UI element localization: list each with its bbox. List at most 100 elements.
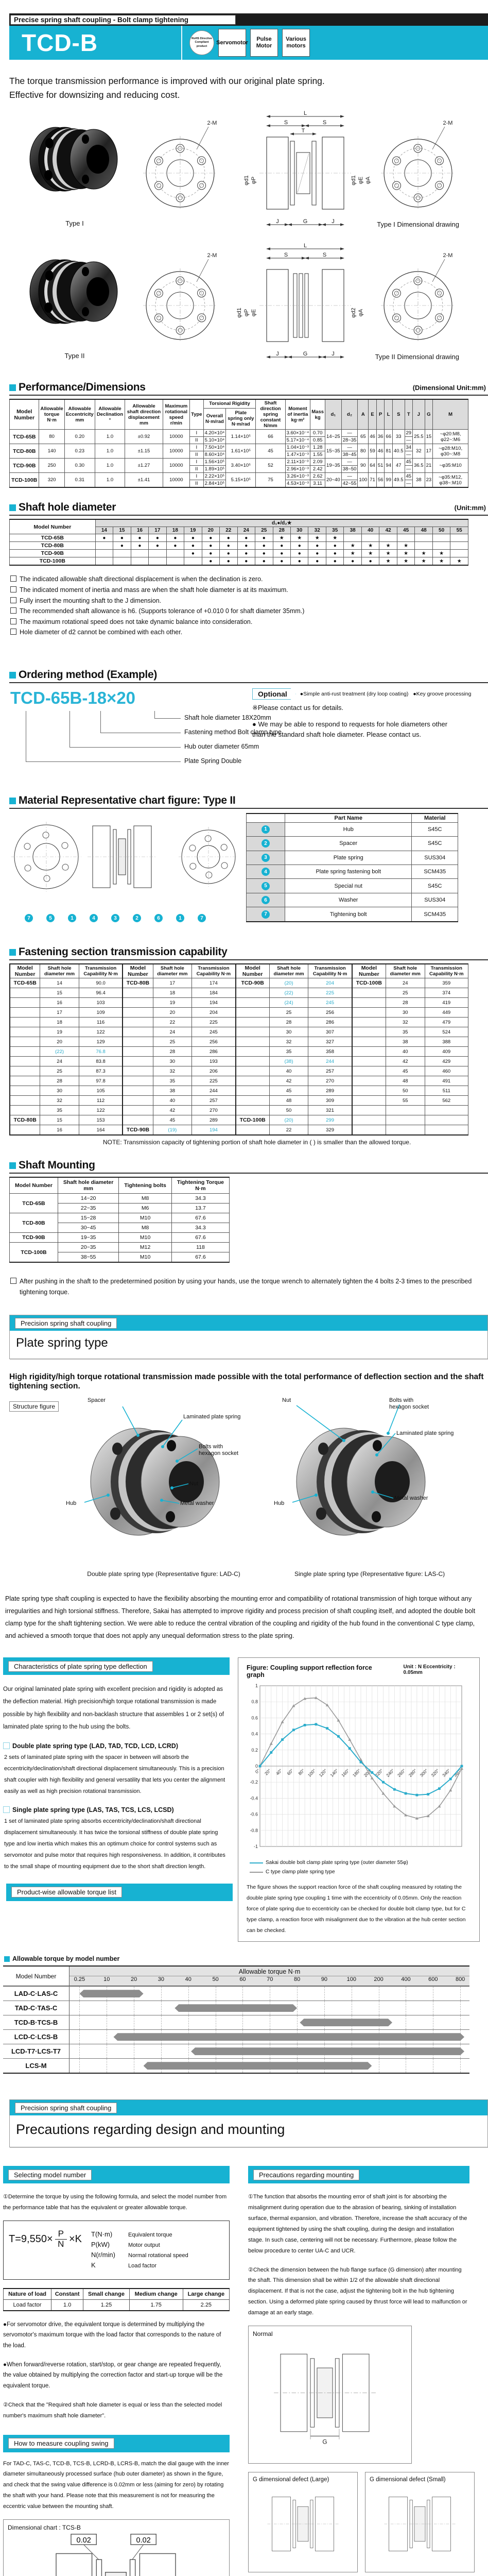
formula-def: T(N·m) Equivalent torque: [91, 2229, 188, 2240]
fastening-diameter-cell: 32: [40, 1095, 79, 1106]
fastening-capability-cell: 206: [191, 1066, 236, 1076]
d1-dot-cell: ●: [272, 541, 291, 550]
empty-cell: [130, 549, 149, 558]
torque-chart-row: TCD-B·TCS-B: [3, 2015, 469, 2030]
d2-star-cell: ★: [361, 549, 380, 558]
perf-cell: 2.84×10⁵: [203, 480, 226, 488]
d1-dot-cell: ●: [130, 541, 149, 550]
perf-cell: 1.04×10⁻³: [285, 444, 311, 452]
selecting-bullet1: ●For servomotor drive, the equivalent to…: [3, 2321, 221, 2349]
d1-dot-cell: ●: [255, 541, 273, 550]
perf-cell: 45: [404, 458, 413, 466]
badge-servomotor: Servomotor: [216, 29, 248, 57]
material-part-material: SUS304: [411, 850, 458, 865]
empty-cell: [361, 534, 380, 543]
note-item: The recommended shaft allowance is h6. (…: [10, 606, 488, 617]
perf-cell: 14~25: [325, 429, 342, 445]
ordering-callout-label: Shaft hole diameter 18X20mm: [184, 714, 271, 721]
svg-text:φP: φP: [251, 177, 257, 184]
fastening-diameter-cell: 28: [152, 1046, 193, 1057]
mounting-cell: M10: [118, 1213, 172, 1223]
load-col-header: Medium change: [129, 2288, 183, 2300]
perf-col-header: Maximum rotational speed r/min: [162, 399, 190, 430]
svg-text:280°: 280°: [408, 1768, 418, 1778]
fastening-model-cell: [9, 1086, 41, 1096]
grid-tick: [161, 2044, 162, 2059]
shaft-diameter-header: 14: [95, 527, 114, 535]
perf-cell: 100: [357, 472, 369, 488]
fastening-diameter-cell: 20: [40, 1037, 79, 1047]
tcs-chart-label: Dimensional chart : TCS-B: [8, 2523, 81, 2531]
load-factor-value: 1.25: [83, 2299, 130, 2311]
torque-row-label: LCD-C·LCS-B: [3, 2030, 69, 2044]
perf-cell: 45: [255, 444, 286, 459]
fastening-capability-cell: 359: [424, 978, 469, 988]
mounting-col-header: Shaft hole diameter mm: [57, 1177, 119, 1194]
precautions-box: Precision spring shaft coupling Precauti…: [9, 2099, 488, 2148]
heading-square-icon: [9, 797, 16, 804]
svg-text:J: J: [332, 218, 335, 225]
svg-text:J: J: [332, 351, 335, 357]
torque-row-track: [69, 2044, 469, 2059]
perf-col-header: Allowable shaft direction displacement m…: [125, 399, 163, 430]
shaft-diameter-header: 45: [396, 527, 415, 535]
perf-cell: 66: [384, 429, 393, 445]
fastening-model-cell: [351, 1086, 386, 1096]
svg-text:S: S: [323, 120, 326, 126]
perf-cell: ±1.15: [125, 444, 163, 459]
d2-star-cell: ★: [343, 549, 362, 558]
fastening-col-header: Shaft hole diameter mm: [40, 963, 79, 978]
torque-list-banner: Product-wise allowable torque list: [6, 1883, 233, 1901]
selecting-banner-label: Selecting model number: [8, 2169, 92, 2180]
ordering-options: Optional ●Simple anti-rust treatment (dr…: [252, 688, 471, 781]
fastening-col-header: Model Number: [235, 963, 270, 978]
svg-text:J: J: [276, 351, 279, 357]
fastening-capability-cell: 153: [78, 1115, 123, 1125]
fastening-model-cell: [9, 1066, 41, 1076]
perf-cell: 36.5: [412, 458, 425, 473]
legend-item: C type clamp plate spring type: [250, 1868, 475, 1877]
section-sketch-svg: 0.02 0.02: [56, 2534, 176, 2576]
shaft-hole-title: Shaft hole diameter: [19, 501, 116, 514]
d1-dot-cell: ●: [325, 549, 344, 558]
graph-units: Unit : N Eccentricity : 0.05mm: [404, 1664, 475, 1679]
normal-label: Normal: [253, 2330, 273, 2338]
fastening-capability-cell: 76.8: [78, 1046, 123, 1057]
perf-cell: TCD-65B: [9, 429, 40, 445]
shaft-diameter-header: 42: [379, 527, 397, 535]
fastening-diameter-cell: 22: [152, 1017, 193, 1027]
note-text: The indicated allowable shaft directiona…: [20, 575, 263, 583]
perf-col-header: Mass kg: [310, 399, 326, 430]
fastening-model-cell: TCD-80B: [9, 1115, 41, 1125]
perf-cell: 1.0: [94, 444, 126, 459]
fastening-model-cell: [235, 1095, 270, 1106]
d1-dot-cell: ●: [184, 549, 202, 558]
fastening-diameter-cell: 25: [40, 1066, 79, 1076]
fastening-model-cell: [351, 997, 386, 1008]
shaft-diameter-header: 32: [308, 527, 326, 535]
structure-part-label: Hub: [274, 1500, 285, 1507]
fastening-capability-cell: 309: [308, 1095, 353, 1106]
material-callout-number: 7: [198, 914, 206, 922]
svg-text:80°: 80°: [297, 1768, 305, 1776]
g-defect-large-box: G dimensional defect (Large): [248, 2472, 358, 2573]
ordering-label-name: Shaft hole diameter: [184, 714, 240, 721]
fastening-model-cell: [351, 1007, 386, 1018]
fastening-col-header: Shaft hole diameter mm: [152, 963, 193, 978]
fastening-diameter-cell: 15: [40, 1115, 79, 1125]
fastening-capability-cell: 256: [308, 1007, 353, 1018]
perf-cell: 33: [392, 429, 405, 445]
optional-row: Optional ●Simple anti-rust treatment (dr…: [252, 688, 471, 700]
perf-col-header: Overall N·m/rad: [203, 408, 226, 430]
svg-text:J: J: [276, 218, 279, 225]
fastening-diameter-cell: 30: [152, 1056, 193, 1066]
d1-dot-cell: ●: [219, 534, 238, 543]
d1-dot-cell: ●: [148, 534, 167, 543]
mounting-cell: M10: [118, 1252, 172, 1263]
material-part-material: SCM435: [411, 907, 458, 922]
fastening-diameter-cell: 45: [269, 1086, 309, 1096]
section-sketch-svg: [267, 2497, 339, 2551]
